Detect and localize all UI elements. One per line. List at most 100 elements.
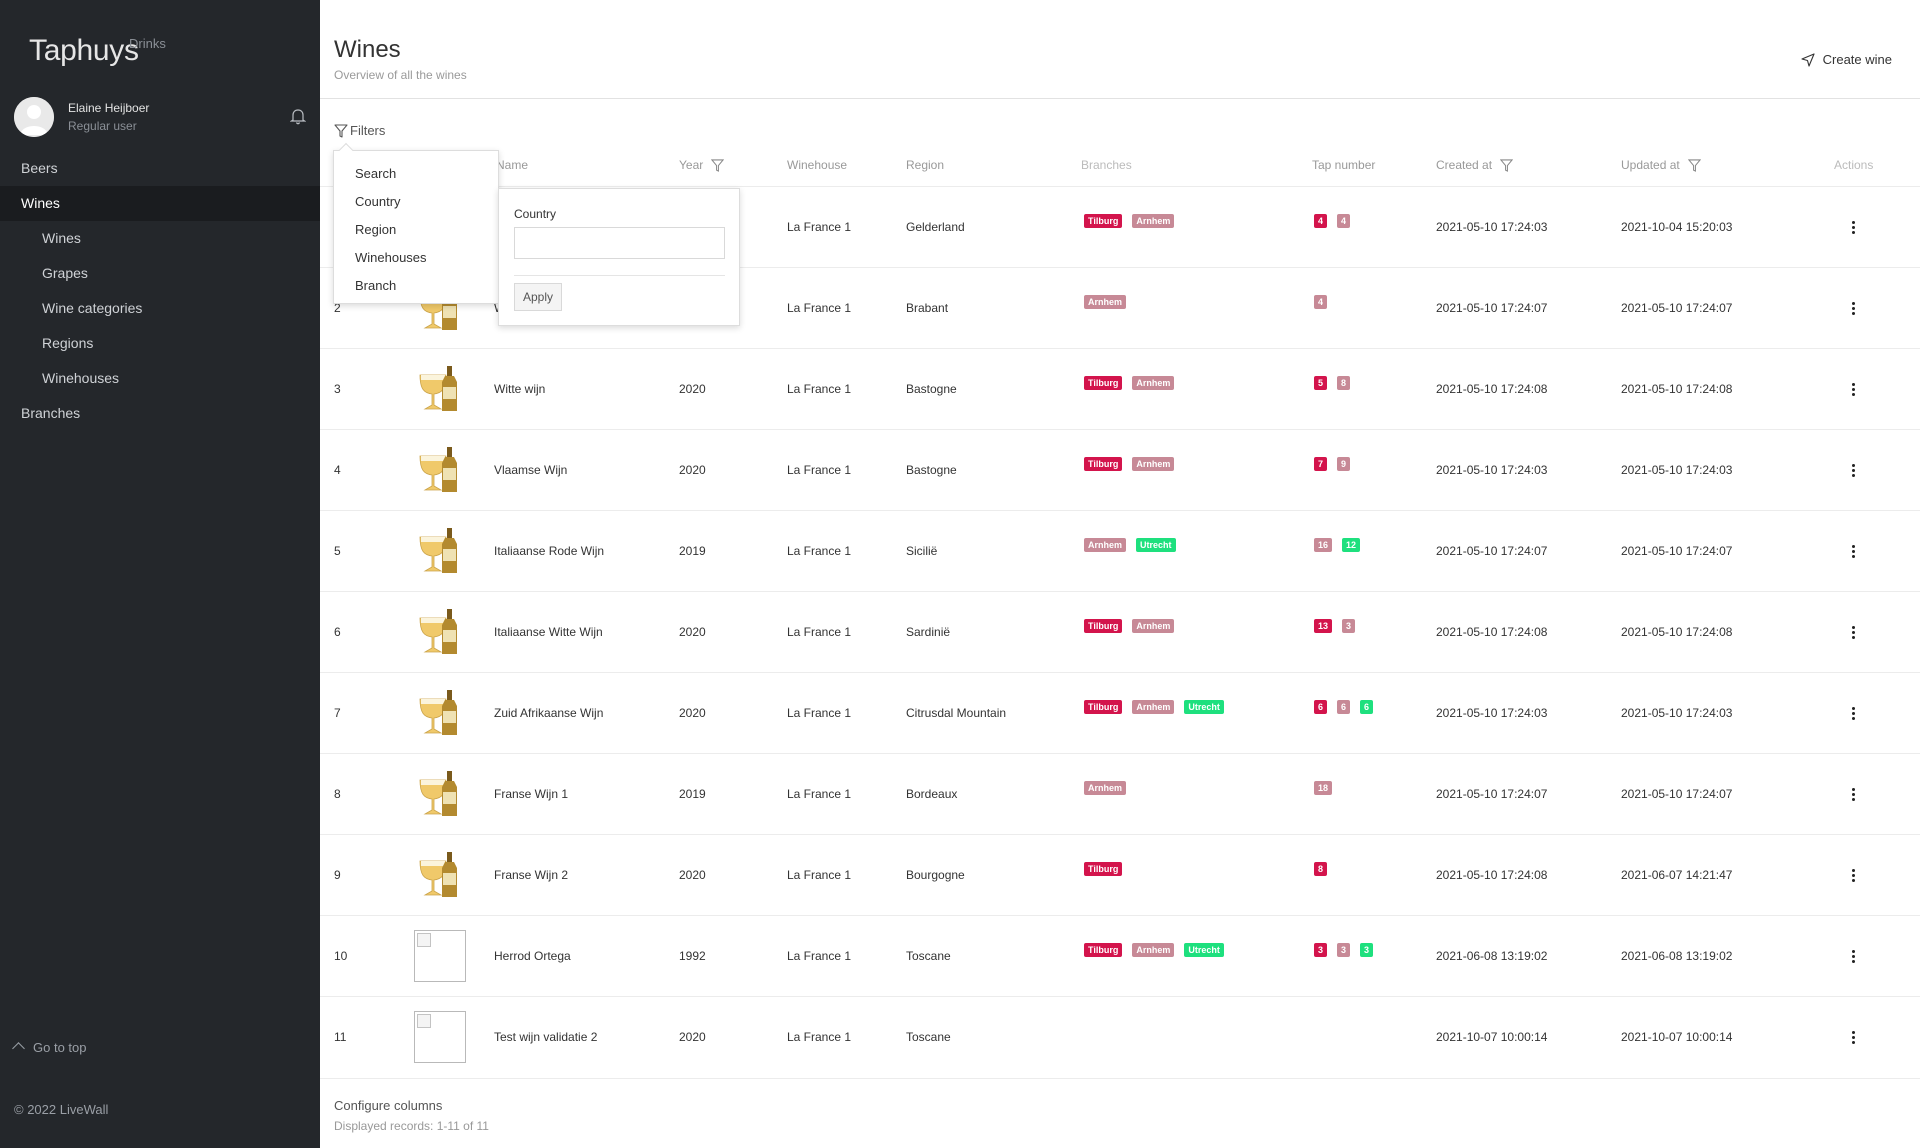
more-actions-icon[interactable] (1852, 1031, 1856, 1045)
tap-number-badge: 13 (1314, 619, 1333, 633)
broken-image-icon[interactable] (414, 930, 466, 982)
updated-at: 2021-05-10 17:24:07 (1621, 544, 1733, 558)
branch-badges: Tilburg Arnhem (1084, 214, 1175, 228)
branch-badges: Tilburg Arnhem Utrecht (1084, 943, 1224, 957)
col-tap-number[interactable]: Tap number (1312, 158, 1375, 172)
more-actions-icon[interactable] (1852, 302, 1856, 316)
wine-region: Toscane (906, 1030, 951, 1044)
go-to-top-label: Go to top (33, 1040, 87, 1055)
wine-image[interactable] (414, 687, 466, 739)
tap-badges: 13 3 (1314, 619, 1356, 633)
table-row[interactable]: 3 Witte wijn 2020 La France 1 Bastogne Tilbur… (320, 348, 1920, 429)
table-row[interactable]: 7 Zuid Afrikaanse Wijn 2020 La France 1 Citr… (320, 672, 1920, 753)
wine-image[interactable] (414, 768, 466, 820)
wine-image[interactable] (414, 444, 466, 496)
go-to-top-link[interactable]: Go to top (12, 1040, 87, 1055)
more-actions-icon[interactable] (1852, 221, 1856, 235)
apply-button[interactable]: Apply (514, 283, 562, 311)
sidebar-subitem-wine-categories[interactable]: Wine categories (42, 300, 143, 316)
sidebar-item-wines[interactable]: Wines (0, 186, 320, 221)
col-region[interactable]: Region (906, 158, 944, 172)
more-actions-icon[interactable] (1852, 869, 1856, 883)
table-row[interactable]: 6 Italiaanse Witte Wijn 2020 La France 1 Sar… (320, 591, 1920, 672)
brand-logo[interactable]: Taphuys (29, 34, 139, 67)
filters-button[interactable]: Filters (334, 123, 385, 138)
wine-image[interactable] (414, 363, 466, 415)
created-at: 2021-05-10 17:24:08 (1436, 625, 1548, 639)
more-actions-icon[interactable] (1852, 950, 1856, 964)
col-updated-at[interactable]: Updated at (1621, 158, 1701, 172)
country-filter-label: Country (514, 207, 557, 221)
sidebar-subitem-wines[interactable]: Wines (42, 230, 81, 246)
more-actions-icon[interactable] (1852, 464, 1856, 478)
filter-icon[interactable] (711, 158, 725, 172)
updated-at: 2021-06-08 13:19:02 (1621, 949, 1733, 963)
wine-image[interactable] (414, 606, 466, 658)
table-row[interactable]: 8 Franse Wijn 1 2019 La France 1 Bordeaux Arn… (320, 753, 1920, 834)
wine-image[interactable] (414, 525, 466, 577)
filter-menu-region[interactable]: Region (355, 222, 397, 237)
more-actions-icon[interactable] (1852, 545, 1856, 559)
tap-number-badge: 3 (1342, 619, 1356, 633)
more-actions-icon[interactable] (1852, 707, 1856, 721)
table-row[interactable]: 10 Herrod Ortega 1992 La France 1 Toscane Til… (320, 915, 1920, 996)
table-row[interactable]: 5 Italiaanse Rode Wijn 2019 La France 1 Sici… (320, 510, 1920, 591)
sidebar-subitem-winehouses[interactable]: Winehouses (42, 370, 120, 386)
col-created-at[interactable]: Created at (1436, 158, 1514, 172)
created-at: 2021-05-10 17:24:07 (1436, 301, 1548, 315)
updated-at: 2021-10-07 10:00:14 (1621, 1030, 1733, 1044)
create-wine-button[interactable]: Create wine (1801, 52, 1892, 67)
tap-number-badge: 7 (1314, 457, 1328, 471)
branch-badges: Tilburg Arnhem (1084, 457, 1175, 471)
tap-number-badge: 6 (1360, 700, 1374, 714)
more-actions-icon[interactable] (1852, 788, 1856, 802)
col-winehouse[interactable]: Winehouse (787, 158, 847, 172)
user-name: Elaine Heijboer (68, 101, 150, 115)
col-year[interactable]: Year (679, 158, 725, 172)
country-filter-input[interactable] (514, 227, 725, 259)
filter-menu-country[interactable]: Country (355, 194, 401, 209)
table-row[interactable]: 11 Test wijn validatie 2 2020 La France 1 To… (320, 996, 1920, 1077)
filter-menu-winehouses[interactable]: Winehouses (355, 250, 427, 265)
wine-region: Citrusdal Mountain (906, 706, 1007, 720)
col-winehouse-label: Winehouse (787, 158, 848, 172)
sidebar-item-branches[interactable]: Branches (21, 405, 81, 421)
col-region-label: Region (906, 158, 945, 172)
more-actions-icon[interactable] (1852, 626, 1856, 640)
tap-badges: 16 12 (1314, 538, 1361, 552)
broken-image-icon[interactable] (414, 1011, 466, 1063)
tap-number-badge: 3 (1314, 943, 1328, 957)
branch-badge: Utrecht (1184, 700, 1224, 714)
row-id: 8 (334, 787, 341, 801)
avatar[interactable] (14, 97, 54, 137)
wine-winehouse: La France 1 (787, 787, 852, 801)
wine-year: 2020 (679, 463, 706, 477)
sidebar-subitem-grapes[interactable]: Grapes (42, 265, 88, 281)
branch-badges: Tilburg Arnhem Utrecht (1084, 700, 1224, 714)
filter-menu-branch[interactable]: Branch (355, 278, 397, 293)
send-icon (1801, 52, 1815, 67)
wine-image[interactable] (414, 849, 466, 901)
bell-icon[interactable] (290, 107, 306, 125)
table-row[interactable]: 9 Franse Wijn 2 2020 La France 1 Bourgogne Ti… (320, 834, 1920, 915)
tap-number-badge: 4 (1337, 214, 1351, 228)
tap-number-badge: 6 (1314, 700, 1328, 714)
filter-menu-search[interactable]: Search (355, 166, 397, 181)
col-name[interactable]: Name (496, 158, 528, 172)
wine-winehouse: La France 1 (787, 463, 852, 477)
branch-badge: Arnhem (1132, 457, 1175, 471)
table-row[interactable]: 4 Vlaamse Wijn 2020 La France 1 Bastogne Tilb… (320, 429, 1920, 510)
sidebar-item-beers[interactable]: Beers (21, 160, 58, 176)
sidebar-subitem-regions[interactable]: Regions (42, 335, 94, 351)
filter-icon[interactable] (1687, 158, 1701, 172)
tap-number-badge: 12 (1342, 538, 1361, 552)
copyright: © 2022 LiveWall (14, 1102, 109, 1117)
branch-badge: Tilburg (1084, 619, 1123, 633)
wine-region: Sardinië (906, 625, 951, 639)
wine-region: Sicilië (906, 544, 938, 558)
more-actions-icon[interactable] (1852, 383, 1856, 397)
configure-columns-link[interactable]: Configure columns (334, 1098, 443, 1113)
filter-icon[interactable] (1500, 158, 1514, 172)
